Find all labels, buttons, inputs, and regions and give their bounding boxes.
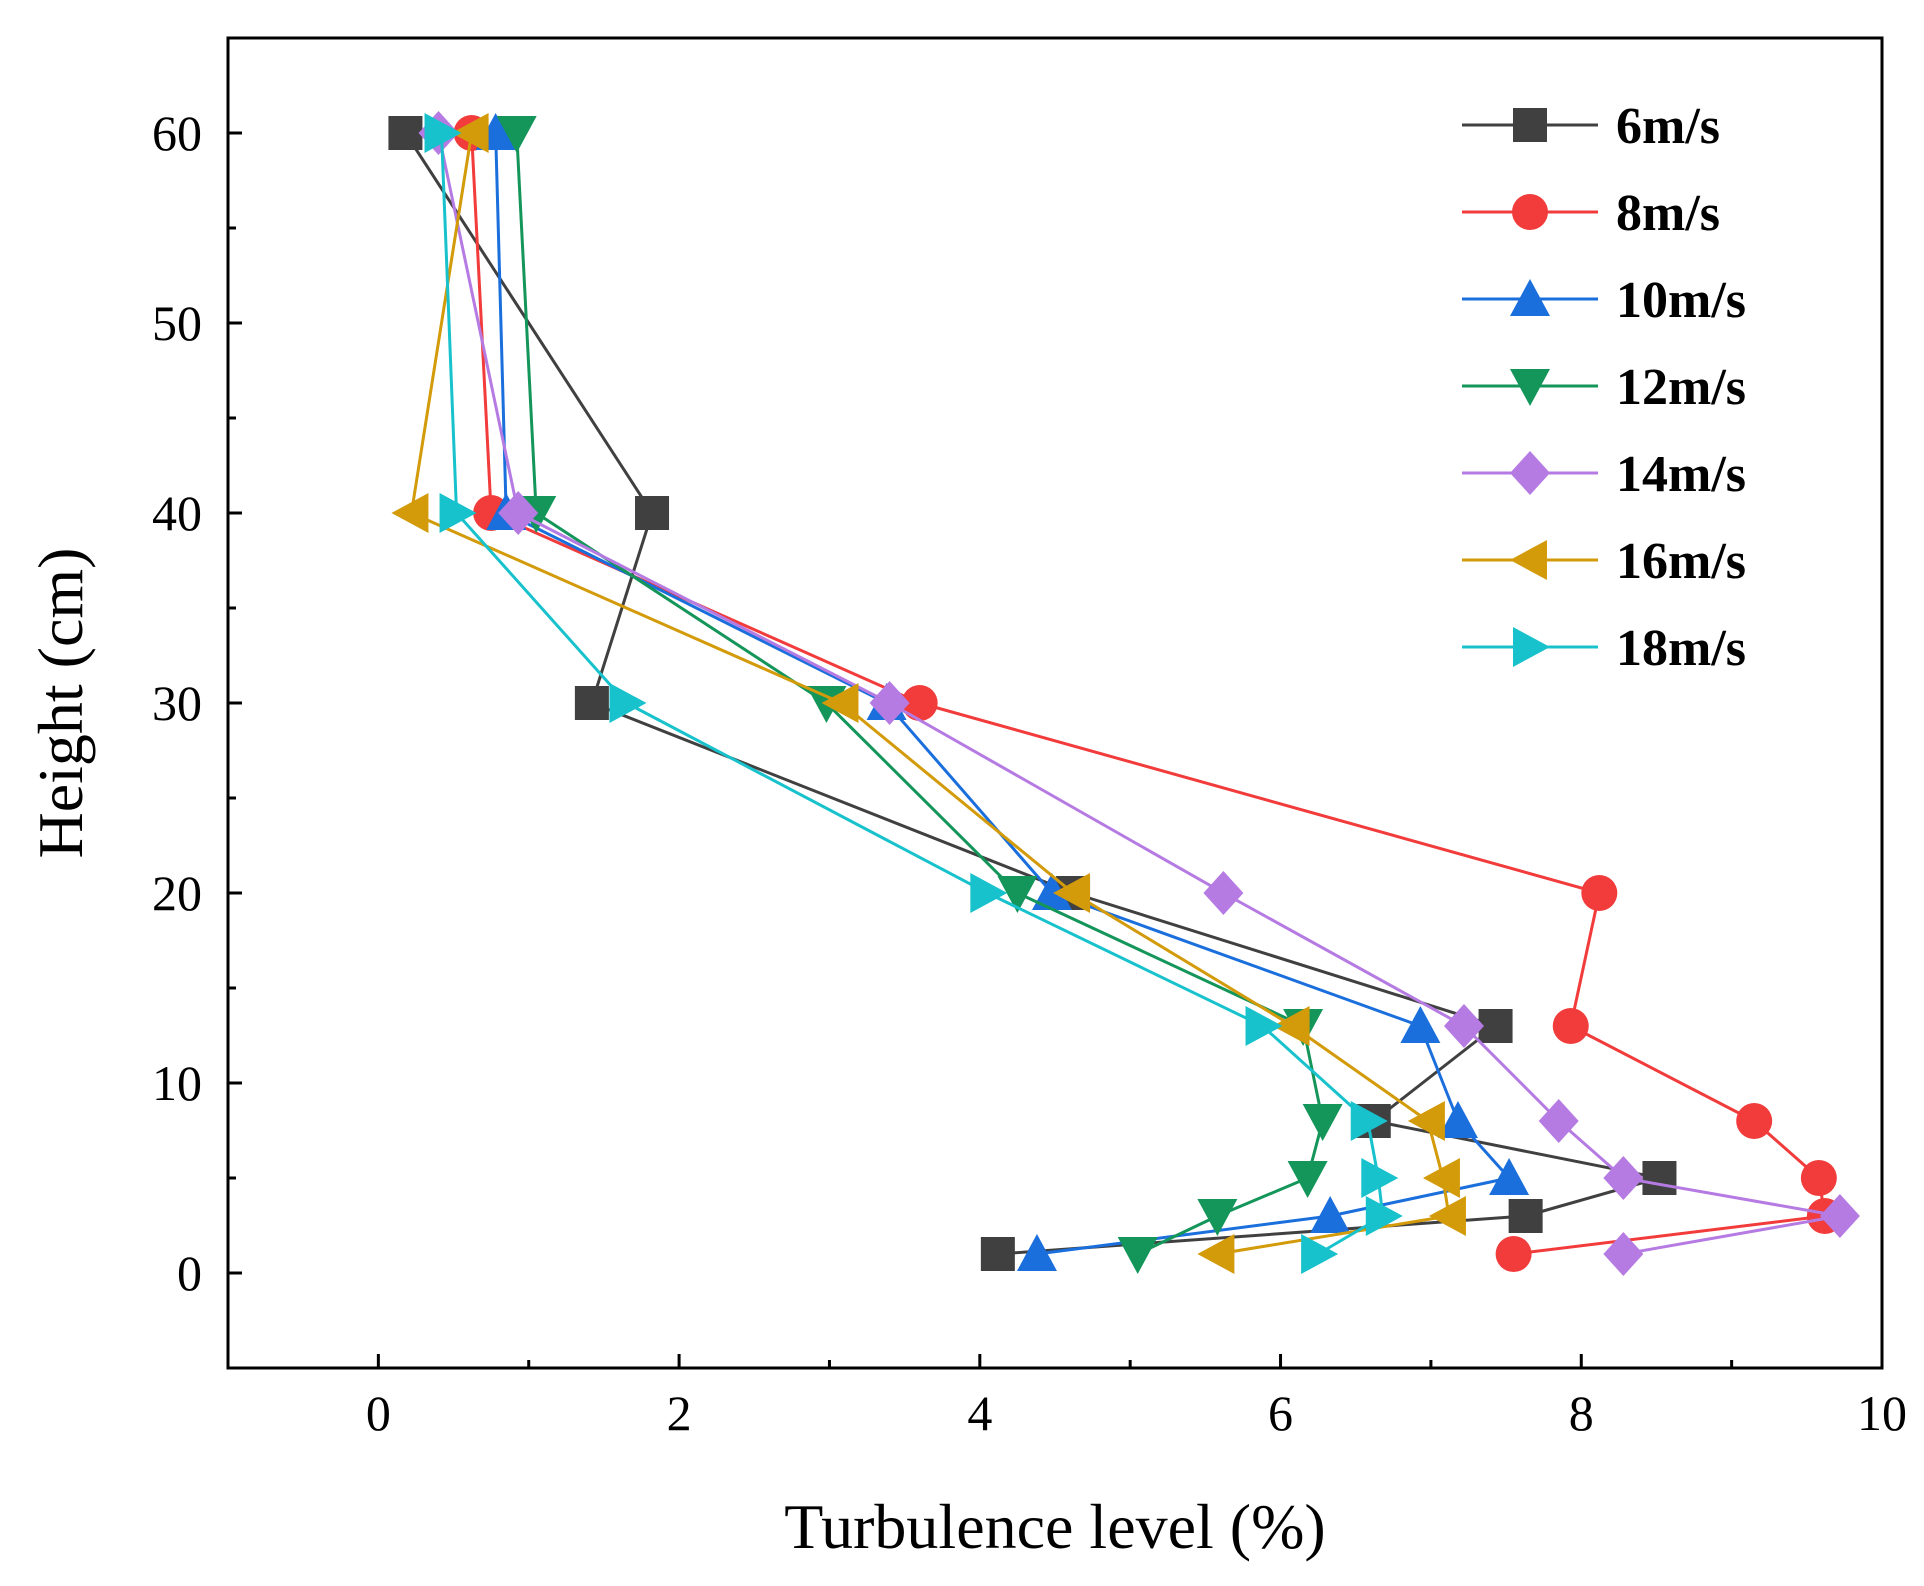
legend-marker — [1510, 279, 1550, 316]
y-tick-label: 50 — [152, 295, 202, 351]
series-18m-per-s — [424, 113, 1403, 1274]
y-tick-label: 20 — [152, 865, 202, 921]
data-point — [609, 683, 647, 723]
legend-label: 12m/s — [1616, 359, 1746, 416]
y-tick-label: 0 — [177, 1245, 202, 1301]
data-point — [439, 493, 477, 533]
data-point — [391, 493, 429, 533]
data-point — [1642, 1161, 1677, 1195]
legend-marker — [1510, 451, 1550, 495]
data-point — [1495, 1236, 1532, 1272]
data-point — [1422, 1158, 1460, 1198]
legend-marker — [1513, 108, 1547, 142]
legend-label: 10m/s — [1616, 272, 1746, 329]
data-point — [1016, 1234, 1057, 1271]
data-point — [1272, 1006, 1310, 1046]
data-point — [997, 876, 1038, 913]
data-point — [1203, 871, 1244, 915]
data-point — [1361, 1158, 1399, 1198]
legend-entry: 16m/s — [1462, 533, 1746, 590]
legend-label: 14m/s — [1616, 446, 1746, 503]
data-point — [498, 491, 539, 535]
data-point — [980, 1237, 1015, 1271]
data-point — [1437, 1101, 1478, 1138]
data-point — [1302, 1104, 1343, 1141]
data-point — [1350, 1101, 1388, 1141]
data-point — [451, 113, 489, 153]
legend-entry: 8m/s — [1462, 185, 1720, 242]
data-point — [869, 681, 910, 725]
data-point — [821, 683, 859, 723]
data-point — [1603, 1156, 1644, 1200]
data-point — [1197, 1234, 1235, 1274]
data-point — [1245, 1006, 1283, 1046]
data-point — [1581, 875, 1618, 911]
data-point — [1489, 1158, 1530, 1195]
data-point — [1301, 1234, 1339, 1274]
y-tick-label: 10 — [152, 1055, 202, 1111]
x-tick-label: 6 — [1268, 1385, 1293, 1441]
data-point — [1400, 1006, 1441, 1043]
data-point — [1031, 873, 1072, 910]
data-point — [1552, 1008, 1589, 1044]
series-layer — [388, 111, 1860, 1276]
legend-entry: 12m/s — [1462, 359, 1746, 416]
x-tick-label: 2 — [667, 1385, 692, 1441]
legend-entry: 6m/s — [1462, 98, 1720, 155]
x-axis-title: Turbulence level (%) — [784, 1491, 1325, 1562]
legend: 6m/s 8m/s 10m/s 12m/s 14m/s 16m/s 18m/s — [1462, 98, 1746, 677]
series-16m-per-s — [391, 113, 1466, 1274]
data-point — [1310, 1196, 1351, 1233]
legend-entry: 14m/s — [1462, 446, 1746, 503]
x-tick-label: 4 — [967, 1385, 992, 1441]
data-point — [1407, 1101, 1445, 1141]
legend-label: 6m/s — [1616, 98, 1720, 155]
legend-label: 18m/s — [1616, 620, 1746, 677]
y-tick-label: 30 — [152, 675, 202, 731]
x-tick-label: 8 — [1569, 1385, 1594, 1441]
legend-label: 16m/s — [1616, 533, 1746, 590]
y-tick-label: 60 — [152, 105, 202, 161]
data-point — [1603, 1232, 1644, 1276]
data-point — [1819, 1194, 1860, 1238]
legend-marker — [1512, 194, 1548, 230]
data-point — [1117, 1237, 1158, 1274]
x-tick-label: 0 — [366, 1385, 391, 1441]
legend-entry: 10m/s — [1462, 272, 1746, 329]
legend-label: 8m/s — [1616, 185, 1720, 242]
data-point — [1053, 873, 1091, 913]
data-point — [635, 496, 670, 530]
x-tick-label: 10 — [1857, 1385, 1907, 1441]
data-point — [1428, 1196, 1466, 1236]
y-tick-label: 40 — [152, 485, 202, 541]
data-point — [970, 873, 1008, 913]
axis-layer: 0 2 4 6 8 10 0 10 20 30 40 50 60 — [152, 36, 1907, 1441]
data-point — [496, 116, 537, 153]
data-point — [1197, 1199, 1238, 1236]
data-point — [1800, 1160, 1837, 1196]
data-point — [1287, 1161, 1328, 1198]
legend-marker — [1510, 540, 1547, 580]
legend-marker — [1510, 369, 1550, 406]
data-point — [1365, 1196, 1403, 1236]
data-point — [1443, 1004, 1484, 1048]
data-point — [1736, 1103, 1773, 1139]
data-point — [901, 685, 938, 721]
legend-marker — [1513, 627, 1550, 667]
data-point — [388, 116, 423, 150]
data-point — [1478, 1009, 1513, 1043]
legend-entry: 18m/s — [1462, 620, 1746, 677]
data-point — [1508, 1199, 1543, 1233]
data-point — [424, 113, 462, 153]
y-axis-title: Height (cm) — [25, 548, 96, 859]
data-point — [1538, 1099, 1579, 1143]
data-point — [574, 686, 609, 720]
